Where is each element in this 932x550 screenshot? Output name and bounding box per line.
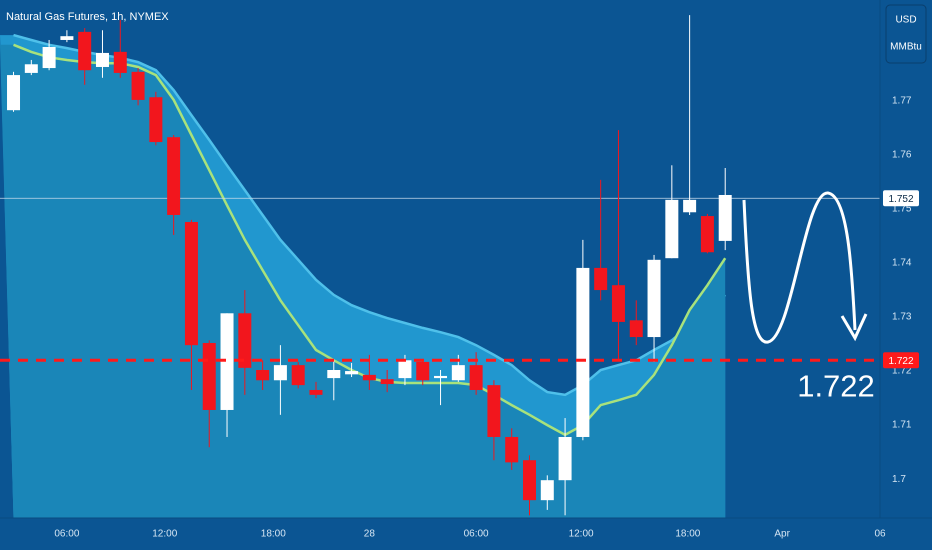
x-tick-label: 06:00 bbox=[54, 529, 79, 540]
x-tick-label: 18:00 bbox=[675, 529, 700, 540]
candle-body bbox=[24, 64, 38, 73]
candle-body bbox=[594, 267, 608, 291]
candle-body bbox=[220, 313, 234, 410]
overlay-area bbox=[0, 44, 726, 519]
candle-body bbox=[434, 375, 448, 379]
target-label-box bbox=[883, 352, 919, 369]
candle-body bbox=[380, 379, 394, 385]
candle-body bbox=[327, 370, 341, 379]
y-tick-label: 1.72 bbox=[892, 366, 912, 377]
candle-body bbox=[683, 199, 697, 213]
chart-title: Natural Gas Futures, 1h, NYMEX bbox=[6, 11, 169, 23]
candle-body bbox=[540, 480, 554, 501]
candle-body bbox=[665, 199, 679, 259]
y-tick-label: 1.75 bbox=[892, 204, 912, 215]
arrow-head bbox=[840, 313, 868, 342]
candle-body bbox=[238, 313, 252, 368]
candle-body bbox=[469, 365, 483, 390]
candle-body bbox=[149, 97, 163, 143]
candle-body bbox=[113, 51, 127, 73]
y-tick-label: 1.76 bbox=[892, 150, 912, 161]
candle-body bbox=[718, 194, 732, 241]
x-tick-label: Apr bbox=[774, 529, 790, 540]
candle-body bbox=[95, 52, 109, 67]
x-tick-label: 12:00 bbox=[569, 529, 594, 540]
x-tick-label: 06 bbox=[874, 529, 886, 540]
candle-body bbox=[611, 285, 625, 322]
candle-body bbox=[522, 460, 536, 501]
candle-body bbox=[505, 436, 519, 463]
candle-body bbox=[167, 137, 181, 215]
candle-body bbox=[487, 385, 501, 437]
candle-body bbox=[629, 320, 643, 338]
candle-body bbox=[700, 216, 714, 253]
candle-body bbox=[647, 259, 661, 338]
forecast-arrow bbox=[742, 191, 857, 344]
price-label-box bbox=[883, 190, 919, 207]
candle-body bbox=[78, 31, 92, 71]
candle-body bbox=[362, 374, 376, 381]
candle-body bbox=[202, 342, 216, 410]
y-tick-label: 1.77 bbox=[892, 96, 912, 107]
candle-body bbox=[131, 71, 145, 100]
candle-body bbox=[309, 389, 323, 395]
annotation: 1.722 bbox=[797, 368, 875, 403]
x-tick-label: 12:00 bbox=[152, 529, 177, 540]
x-tick-label: 06:00 bbox=[464, 529, 489, 540]
overlay-line bbox=[13, 33, 727, 397]
candle-body bbox=[345, 371, 359, 375]
y-tick-label: 1.7 bbox=[892, 474, 906, 485]
candle-body bbox=[256, 370, 270, 381]
y-tick-label: 1.74 bbox=[892, 258, 912, 269]
candle-body bbox=[60, 36, 74, 40]
candle-body bbox=[558, 436, 572, 481]
y-tick-label: 1.71 bbox=[892, 420, 912, 431]
candle-body bbox=[416, 361, 430, 381]
candle-body bbox=[576, 267, 590, 437]
y-tick-label: 1.73 bbox=[892, 312, 912, 323]
unit-label: MMBtu bbox=[890, 42, 922, 53]
unit-box bbox=[885, 4, 927, 64]
x-tick-label: 28 bbox=[364, 529, 376, 540]
plot-area bbox=[0, 15, 880, 519]
candle-body bbox=[42, 46, 56, 69]
candle-body bbox=[291, 365, 305, 386]
candle-body bbox=[7, 75, 21, 111]
x-tick-label: 18:00 bbox=[261, 529, 286, 540]
candle-body bbox=[398, 360, 412, 379]
candle-body bbox=[273, 365, 287, 381]
candle-body bbox=[451, 365, 465, 381]
candle-body bbox=[184, 222, 198, 346]
target-label: 1.722 bbox=[888, 356, 913, 367]
price-label: 1.752 bbox=[888, 194, 913, 205]
currency-label: USD bbox=[895, 15, 916, 26]
